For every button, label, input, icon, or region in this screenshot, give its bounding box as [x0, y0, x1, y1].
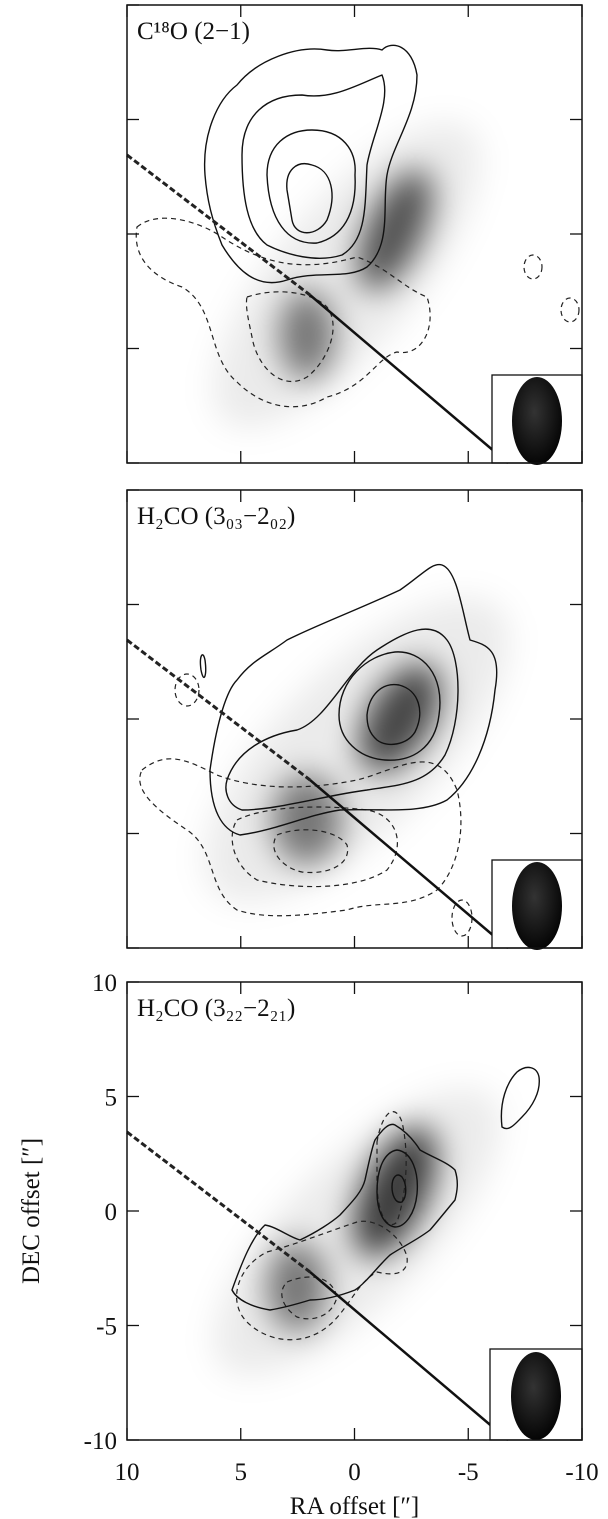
panel: 10 5 0 -5 -10 -10 -5 0 5 10 H₂CO (3₂₂−2₂₁) RA offse… [18, 970, 599, 1519]
outflow-axis [309, 779, 509, 949]
outflow-axis [126, 153, 311, 297]
contour [209, 563, 498, 836]
contour [241, 74, 386, 259]
contour [199, 654, 207, 679]
contour [245, 291, 334, 383]
contour [231, 1123, 458, 1311]
y-tick-label: 10 [92, 970, 117, 997]
contour [391, 1174, 407, 1203]
contour [273, 829, 349, 874]
beam [512, 862, 562, 950]
contour [376, 1111, 407, 1226]
y-axis-label: DEC offset [″] [18, 1138, 45, 1284]
contour [236, 1220, 408, 1341]
y-tick-label: 5 [105, 1085, 118, 1112]
outflow-axis [309, 294, 509, 464]
panel-title: C¹⁸O (2−1) [137, 18, 250, 45]
contour [286, 163, 333, 234]
beam [511, 1352, 561, 1440]
contour [135, 217, 431, 408]
x-tick-label: -5 [458, 1459, 479, 1486]
outflow-axis [309, 1271, 509, 1441]
panel: H₂CO (3₀₃−2₀₂) [126, 489, 583, 950]
contour [500, 1066, 540, 1130]
contour [338, 651, 441, 761]
contour [225, 628, 459, 811]
panel-title: H₂CO (3₀₃−2₀₂) [137, 503, 295, 530]
contour [376, 1149, 419, 1228]
contour [203, 44, 418, 284]
contour [266, 129, 356, 244]
x-tick-label: -10 [565, 1459, 598, 1486]
contour [366, 683, 421, 746]
x-axis-label: RA offset [″] [290, 1493, 419, 1519]
x-tick-label: 10 [115, 1459, 140, 1486]
x-tick-label: 0 [348, 1459, 361, 1486]
y-tick-label: -10 [84, 1428, 117, 1455]
beam [512, 377, 562, 465]
panel-title: H₂CO (3₂₂−2₂₁) [137, 995, 295, 1022]
outflow-axis [126, 1130, 311, 1274]
contour [560, 297, 580, 323]
contour [174, 673, 200, 707]
y-tick-label: -5 [96, 1314, 117, 1341]
y-tick-label: 0 [105, 1199, 118, 1226]
intensity-map [213, 1088, 501, 1376]
x-tick-label: 5 [235, 1459, 248, 1486]
contour [523, 254, 543, 280]
contour [139, 758, 462, 917]
panel: C¹⁸O (2−1) [126, 4, 583, 465]
intensity-map [213, 122, 481, 428]
contour [451, 899, 473, 937]
contour [231, 806, 398, 888]
outflow-axis [126, 638, 311, 782]
